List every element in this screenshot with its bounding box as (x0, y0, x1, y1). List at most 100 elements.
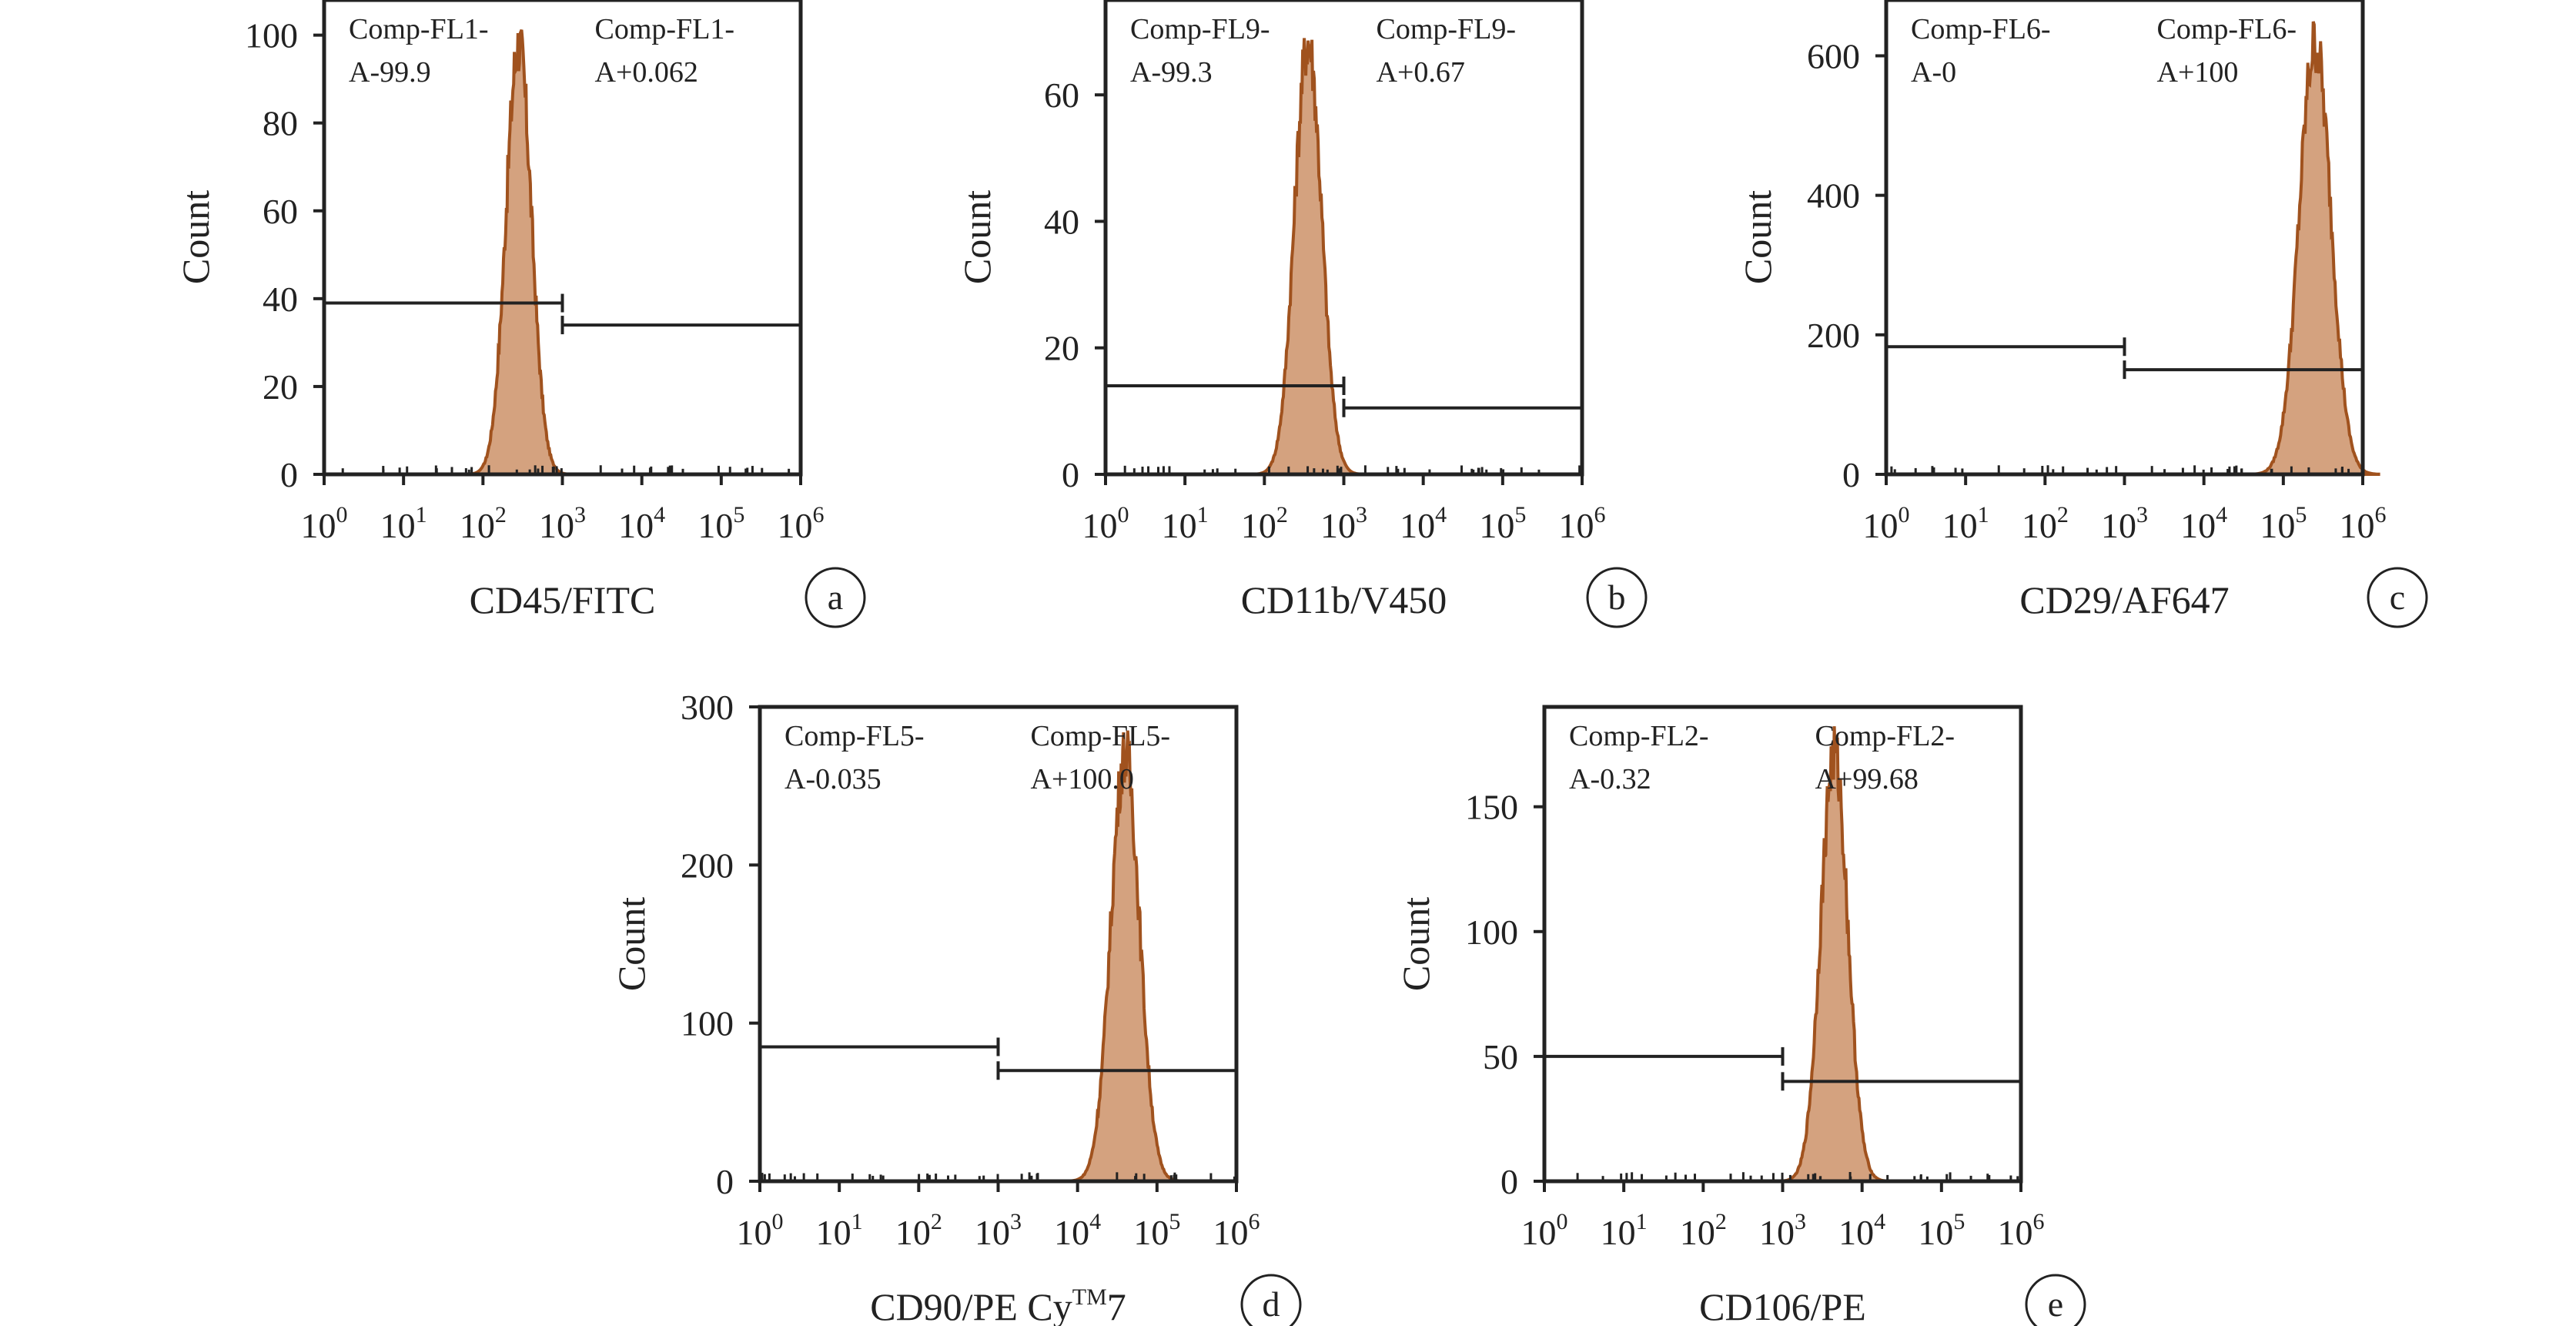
x-tick-label: 100 (1863, 502, 1910, 545)
y-tick-label: 50 (1483, 1037, 1518, 1077)
gate-positive-label: A+0.67 (1377, 56, 1465, 89)
x-axis-label: CD45/FITC (470, 578, 656, 621)
y-tick-label: 60 (1044, 75, 1079, 115)
x-tick-label: 102 (2022, 502, 2069, 545)
x-tick-label: 103 (2101, 502, 2148, 545)
x-tick-label: 102 (1241, 502, 1288, 545)
y-tick-label: 100 (681, 1004, 734, 1043)
x-tick-label: 100 (737, 1209, 784, 1252)
x-tick-label: 102 (895, 1209, 942, 1252)
y-tick-label: 20 (1044, 329, 1079, 368)
x-tick-label: 100 (1082, 502, 1129, 545)
x-tick-label: 104 (1400, 502, 1447, 545)
gate-positive-label: Comp-FL9- (1377, 13, 1517, 45)
panel-c: 0 200 400 600 100 101 102 103 104 105 106 Count CD29… (1736, 0, 2428, 628)
x-tick-label: 101 (1601, 1209, 1648, 1252)
panel-letter-circle (2367, 567, 2428, 628)
x-tick-label: 106 (1998, 1209, 2045, 1252)
panel-a: 0 20 40 60 80 100 100 101 102 103 104 105 106 Count CD… (174, 0, 866, 628)
x-axis-label: CD90/PE CyTM7 (870, 1284, 1126, 1326)
x-tick-label: 102 (460, 502, 507, 545)
gate-positive-label: Comp-FL5- (1031, 720, 1171, 752)
panel-letter-circle (2025, 1274, 2086, 1326)
x-tick-label: 105 (1479, 502, 1526, 545)
panel-letter: d (1263, 1284, 1280, 1324)
x-tick-label: 102 (1680, 1209, 1727, 1252)
gate-negative-label: A-99.9 (349, 56, 431, 89)
y-tick-label: 20 (263, 367, 298, 407)
x-tick-label: 103 (1320, 502, 1367, 545)
x-tick-label: 101 (380, 502, 427, 545)
y-axis-label: Count (1394, 897, 1437, 991)
x-tick-label: 100 (1521, 1209, 1568, 1252)
x-tick-label: 105 (1133, 1209, 1180, 1252)
x-axis-label: CD106/PE (1699, 1285, 1866, 1326)
gate-positive-label: A+99.68 (1815, 763, 1919, 795)
gate-negative-label: Comp-FL1- (349, 13, 489, 45)
y-tick-label: 40 (1044, 202, 1079, 241)
gate-positive-label: A+100 (2157, 56, 2239, 89)
histogram-d (1066, 730, 1184, 1183)
y-axis-label: Count (610, 897, 653, 991)
gate-positive-label: A+0.062 (595, 56, 698, 89)
histogram-e (1778, 726, 1890, 1183)
histogram-a (466, 29, 571, 476)
gate-positive-label: A+100.0 (1031, 763, 1134, 795)
x-tick-label: 104 (1838, 1209, 1885, 1252)
panel-b: 0 20 40 60 100 101 102 103 104 105 106 Count CD11b/V… (955, 0, 1648, 628)
x-tick-label: 101 (1162, 502, 1209, 545)
y-tick-label: 200 (1807, 316, 1860, 355)
x-tick-label: 106 (1559, 502, 1606, 545)
x-tick-label: 106 (1213, 1209, 1260, 1252)
gate-negative-label: Comp-FL5- (785, 720, 925, 752)
y-tick-label: 0 (1062, 455, 1079, 494)
x-tick-label: 101 (1942, 502, 1989, 545)
y-tick-label: 200 (681, 845, 734, 885)
gate-negative-label: A-0 (1911, 56, 1956, 89)
x-tick-label: 103 (539, 502, 586, 545)
y-tick-label: 150 (1465, 788, 1518, 827)
x-tick-label: 101 (816, 1209, 863, 1252)
x-tick-label: 100 (301, 502, 348, 545)
x-tick-label: 103 (1759, 1209, 1806, 1252)
panel-letter-circle (1240, 1274, 1302, 1326)
y-tick-label: 60 (263, 192, 298, 231)
y-tick-label: 300 (681, 688, 734, 727)
histogram-b (1252, 38, 1364, 476)
panel-e: 0 50 100 150 100 101 102 103 104 105 106 Count CD106… (1394, 705, 2086, 1326)
y-tick-label: 0 (1842, 455, 1860, 494)
panel-letter-circle (1586, 567, 1648, 628)
y-tick-label: 40 (263, 280, 298, 319)
panel-letter: a (828, 578, 843, 617)
panel-letter: c (2390, 578, 2405, 617)
y-axis-label: Count (1736, 190, 1779, 284)
x-axis-label: CD11b/V450 (1241, 578, 1447, 621)
y-axis-label: Count (955, 190, 999, 284)
y-tick-label: 100 (245, 16, 298, 55)
y-tick-label: 80 (263, 104, 298, 143)
x-tick-label: 105 (2260, 502, 2307, 545)
x-tick-label: 104 (2180, 502, 2227, 545)
x-tick-label: 104 (618, 502, 665, 545)
histogram-c (2250, 21, 2380, 476)
gate-negative-label: Comp-FL6- (1911, 13, 2051, 45)
x-tick-label: 103 (975, 1209, 1022, 1252)
x-tick-label: 105 (698, 502, 744, 545)
x-axis-label: CD29/AF647 (2019, 578, 2229, 621)
x-tick-label: 106 (2340, 502, 2387, 545)
y-tick-label: 0 (716, 1162, 734, 1201)
y-tick-label: 0 (1500, 1162, 1518, 1201)
gate-negative-label: A-0.32 (1569, 763, 1651, 795)
gate-positive-label: Comp-FL2- (1815, 720, 1955, 752)
gate-negative-label: Comp-FL2- (1569, 720, 1709, 752)
y-tick-label: 100 (1465, 912, 1518, 952)
x-tick-label: 104 (1054, 1209, 1101, 1252)
x-tick-label: 105 (1918, 1209, 1965, 1252)
y-tick-label: 600 (1807, 36, 1860, 75)
panel-letter: b (1608, 578, 1626, 617)
y-tick-label: 0 (280, 455, 298, 494)
gate-positive-label: Comp-FL6- (2157, 13, 2297, 45)
y-tick-label: 400 (1807, 176, 1860, 216)
